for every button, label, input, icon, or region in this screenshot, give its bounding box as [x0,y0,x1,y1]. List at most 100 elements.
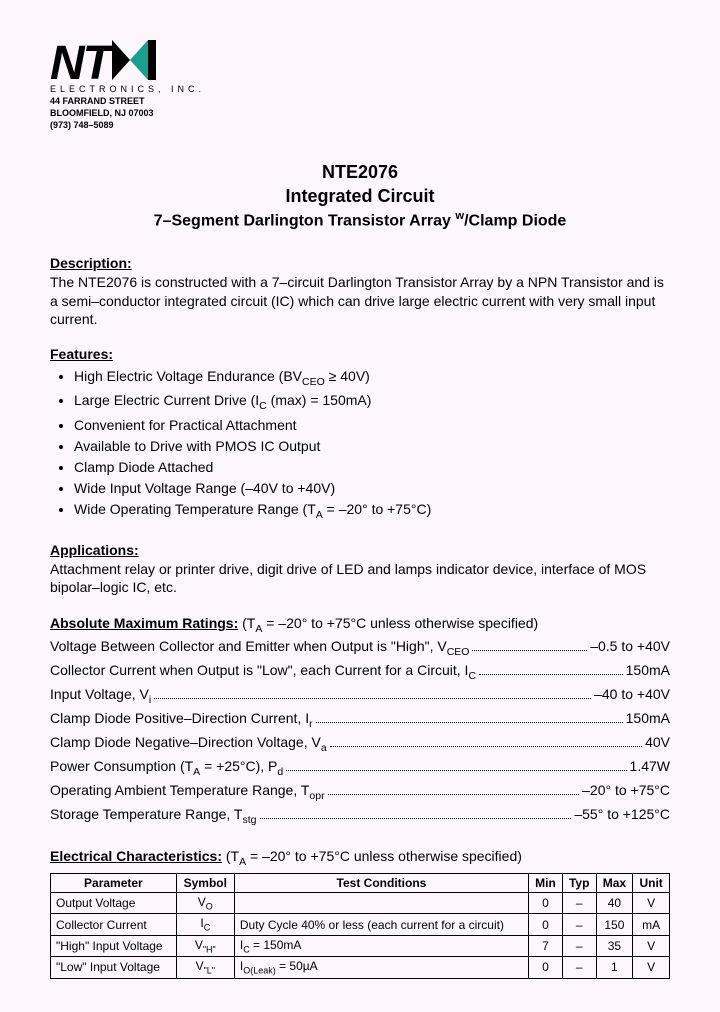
rating-value: –20° to +75°C [582,780,670,800]
table-cell: V"L" [176,957,234,978]
rating-dots [328,794,580,795]
applications-text: Attachment relay or printer drive, digit… [50,560,670,596]
title-block: NTE2076 Integrated Circuit 7–Segment Dar… [50,161,670,230]
rating-dots [260,818,572,819]
table-row: "High" Input VoltageV"H"IC = 150mA7–35V [51,935,670,956]
description-section: Description: The NTE2076 is constructed … [50,255,670,328]
table-cell: Collector Current [51,914,177,935]
rating-dots [472,650,587,651]
rating-label: Collector Current when Output is "Low", … [50,660,476,684]
table-cell: V [633,935,670,956]
rating-dots [479,674,623,675]
feature-item: Wide Operating Temperature Range (TA = –… [74,499,670,524]
table-cell: 1 [596,957,633,978]
rating-row: Clamp Diode Negative–Direction Voltage, … [50,732,670,756]
rating-dots [330,746,642,747]
rating-value: 150mA [626,708,670,728]
table-cell: "High" Input Voltage [51,935,177,956]
description-text: The NTE2076 is constructed with a 7–circ… [50,273,670,328]
rating-label: Power Consumption (TA = +25°C), Pd [50,756,283,780]
table-cell: IC = 150mA [234,935,528,956]
elec-heading: Electrical Characteristics: [50,848,222,864]
table-cell: V"H" [176,935,234,956]
table-cell: Output Voltage [51,892,177,913]
table-cell: "Low" Input Voltage [51,957,177,978]
features-heading: Features: [50,346,670,362]
table-cell: – [562,957,596,978]
rating-dots [154,698,591,699]
rating-label: Storage Temperature Range, Tstg [50,804,257,828]
title-desc: 7–Segment Darlington Transistor Array w/… [50,210,670,230]
addr-line: (973) 748–5089 [50,120,670,132]
table-cell: – [562,935,596,956]
table-cell: 40 [596,892,633,913]
rating-value: –55° to +125°C [574,804,670,824]
rating-label: Clamp Diode Positive–Direction Current, … [50,708,313,732]
rating-label: Voltage Between Collector and Emitter wh… [50,636,469,660]
table-cell: 7 [529,935,563,956]
rating-label: Operating Ambient Temperature Range, Top… [50,780,325,804]
table-header-row: ParameterSymbolTest ConditionsMinTypMaxU… [51,873,670,892]
table-cell: Duty Cycle 40% or less (each current for… [234,914,528,935]
rating-dots [316,722,623,723]
feature-item: High Electric Voltage Endurance (BVCEO ≥… [74,366,670,391]
logo-triangle-icon [112,40,156,86]
applications-section: Applications: Attachment relay or printe… [50,542,670,596]
features-section: Features: High Electric Voltage Enduranc… [50,346,670,524]
rating-value: 40V [645,732,670,752]
table-header-cell: Min [529,873,563,892]
ratings-heading: Absolute Maximum Ratings: [50,615,238,631]
rating-row: Input Voltage, Vi–40 to +40V [50,684,670,708]
table-cell: IO(Leak) = 50µA [234,957,528,978]
rating-row: Power Consumption (TA = +25°C), Pd 1.47W [50,756,670,780]
logo-subtitle: ELECTRONICS, INC. [50,84,670,94]
table-cell: IC [176,914,234,935]
addr-line: 44 FARRAND STREET [50,96,670,108]
rating-row: Storage Temperature Range, Tstg –55° to +… [50,804,670,828]
applications-heading: Applications: [50,542,670,558]
table-header-cell: Parameter [51,873,177,892]
table-cell: 35 [596,935,633,956]
logo: NT [50,40,670,86]
table-header-cell: Max [596,873,633,892]
rating-row: Collector Current when Output is "Low", … [50,660,670,684]
feature-item: Available to Drive with PMOS IC Output [74,436,670,457]
ratings-section: Absolute Maximum Ratings: (TA = –20° to … [50,614,670,829]
rating-value: 150mA [626,660,670,680]
datasheet-page: NT ELECTRONICS, INC. 44 FARRAND STREET B… [0,0,720,1012]
logo-address: 44 FARRAND STREET BLOOMFIELD, NJ 07003 (… [50,96,670,131]
table-cell: 0 [529,914,563,935]
feature-item: Convenient for Practical Attachment [74,415,670,436]
table-cell: V [633,892,670,913]
rating-value: 1.47W [630,756,670,776]
logo-text: NT [50,42,110,85]
elec-heading-row: Electrical Characteristics: (TA = –20° t… [50,847,670,869]
elec-conditions: (TA = –20° to +75°C unless otherwise spe… [226,848,522,864]
table-header-cell: Typ [562,873,596,892]
rating-value: –40 to +40V [594,684,670,704]
table-row: Collector CurrentICDuty Cycle 40% or les… [51,914,670,935]
addr-line: BLOOMFIELD, NJ 07003 [50,108,670,120]
table-row: "Low" Input VoltageV"L"IO(Leak) = 50µA0–… [51,957,670,978]
table-header-cell: Symbol [176,873,234,892]
rating-dots [286,770,626,771]
table-header-cell: Unit [633,873,670,892]
table-cell: 0 [529,892,563,913]
rating-row: Operating Ambient Temperature Range, Top… [50,780,670,804]
table-header-cell: Test Conditions [234,873,528,892]
features-list: High Electric Voltage Endurance (BVCEO ≥… [50,366,670,524]
rating-row: Clamp Diode Positive–Direction Current, … [50,708,670,732]
table-cell: V [633,957,670,978]
table-cell [234,892,528,913]
rating-value: –0.5 to +40V [590,636,670,656]
rating-label: Clamp Diode Negative–Direction Voltage, … [50,732,327,756]
feature-item: Large Electric Current Drive (IC (max) =… [74,390,670,415]
ratings-heading-row: Absolute Maximum Ratings: (TA = –20° to … [50,614,670,636]
ratings-list: Voltage Between Collector and Emitter wh… [50,636,670,828]
logo-block: NT ELECTRONICS, INC. 44 FARRAND STREET B… [50,40,670,131]
electrical-section: Electrical Characteristics: (TA = –20° t… [50,847,670,979]
title-part-number: NTE2076 [50,161,670,184]
table-row: Output VoltageVO0–40V [51,892,670,913]
table-cell: VO [176,892,234,913]
table-cell: – [562,914,596,935]
